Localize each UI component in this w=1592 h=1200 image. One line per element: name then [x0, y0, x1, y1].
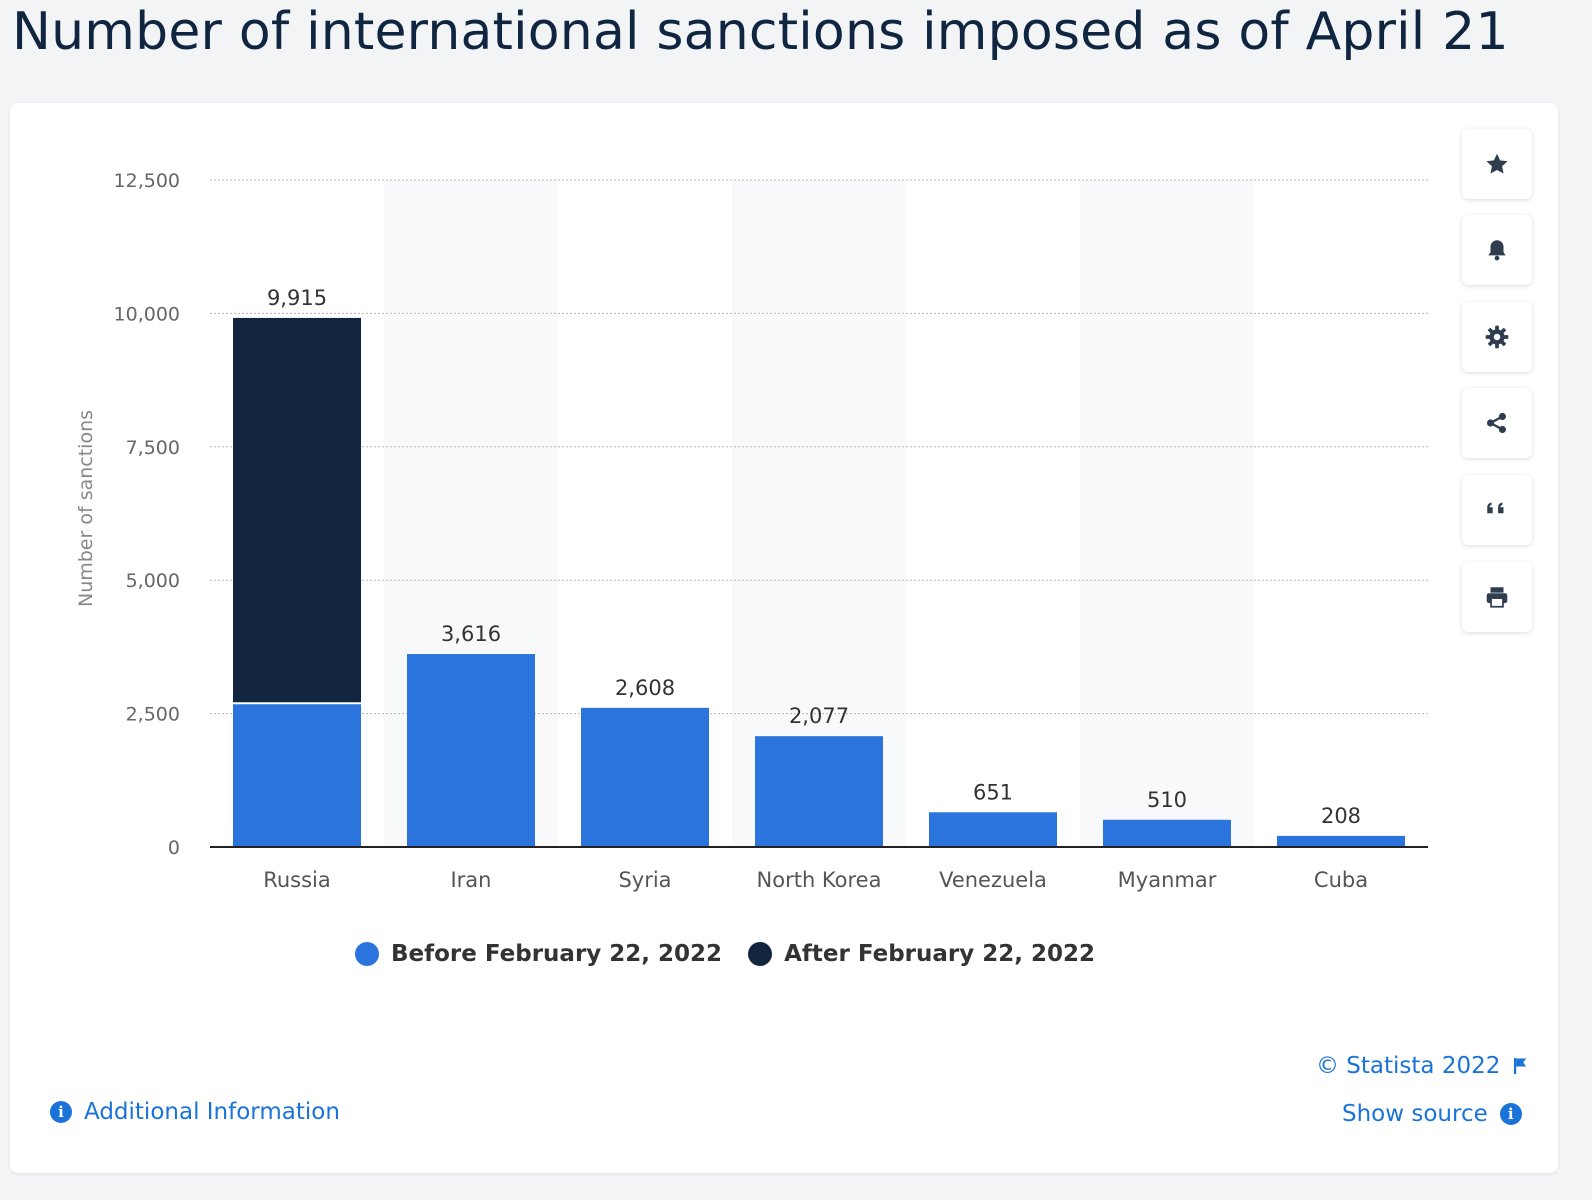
bar-before [1103, 819, 1231, 847]
settings-button[interactable] [1462, 302, 1532, 372]
y-tick-label: 2,500 [126, 704, 180, 726]
column-band [732, 180, 906, 847]
y-tick-label: 12,500 [114, 170, 180, 192]
legend-label-after: After February 22, 2022 [784, 941, 1096, 967]
y-tick-label: 10,000 [114, 303, 180, 325]
data-label: 2,077 [789, 704, 849, 728]
print-button[interactable] [1462, 562, 1532, 632]
data-label: 9,915 [267, 286, 327, 310]
data-label: 2,608 [615, 676, 675, 700]
bar-before [755, 736, 883, 847]
favorite-button[interactable] [1462, 129, 1532, 199]
legend-item-after[interactable]: After February 22, 2022 [748, 941, 1095, 967]
share-icon [1486, 412, 1506, 434]
info-icon: i [50, 1101, 72, 1123]
share-button[interactable] [1462, 388, 1532, 458]
bar-before [1277, 835, 1405, 847]
copyright-label: © Statista 2022 [1316, 1053, 1501, 1079]
gear-icon [1485, 325, 1509, 349]
y-tick-label: 7,500 [126, 437, 180, 459]
x-tick-label: Venezuela [939, 868, 1047, 892]
bar-chart: 0 2,500 5,000 7,500 10,000 12,500 Number of sa… [75, 170, 1428, 892]
quote-icon [1487, 502, 1504, 514]
x-tick-label: Iran [450, 868, 491, 892]
x-tick-label: Myanmar [1118, 868, 1217, 892]
notification-button[interactable] [1462, 215, 1532, 285]
data-label: 3,616 [441, 622, 501, 646]
bell-icon [1488, 240, 1506, 261]
data-label: 510 [1147, 788, 1187, 812]
bar-before [929, 812, 1057, 847]
data-label: 208 [1321, 804, 1361, 828]
flag-icon [1514, 1058, 1527, 1074]
y-axis-title: Number of sanctions [75, 410, 97, 607]
x-tick-label: Russia [263, 868, 331, 892]
x-tick-label: Syria [618, 868, 671, 892]
bar-after [233, 317, 361, 704]
page-title: Number of international sanctions impose… [12, 2, 1509, 62]
statista-copyright-link[interactable]: © Statista 2022 [1316, 1053, 1530, 1079]
bar-before [407, 654, 535, 847]
column-band [1080, 180, 1254, 847]
bar-before [581, 707, 709, 847]
bar-before [233, 703, 361, 847]
star-icon [1486, 153, 1508, 174]
show-source-link[interactable]: Show source i [1342, 1101, 1522, 1127]
legend-dot-before [354, 942, 379, 966]
y-tick-label: 0 [168, 837, 180, 859]
info-icon: i [1499, 1103, 1522, 1125]
show-source-label: Show source [1342, 1101, 1488, 1127]
legend-item-before[interactable]: Before February 22, 2022 [354, 941, 723, 967]
x-tick-label: Cuba [1314, 868, 1368, 892]
y-tick-label: 5,000 [126, 570, 180, 592]
additional-information-link[interactable]: i Additional Information [50, 1099, 340, 1125]
x-tick-label: North Korea [757, 868, 882, 892]
additional-information-label: Additional Information [84, 1099, 340, 1125]
legend-dot-after [748, 942, 773, 966]
cite-button[interactable] [1462, 475, 1532, 545]
chart-legend: Before February 22, 2022 After February … [10, 941, 1440, 967]
legend-label-before: Before February 22, 2022 [390, 941, 723, 967]
data-label: 651 [973, 780, 1013, 804]
chart-card: 0 2,500 5,000 7,500 10,000 12,500 Number of sa… [10, 103, 1558, 1173]
printer-icon [1486, 587, 1508, 608]
